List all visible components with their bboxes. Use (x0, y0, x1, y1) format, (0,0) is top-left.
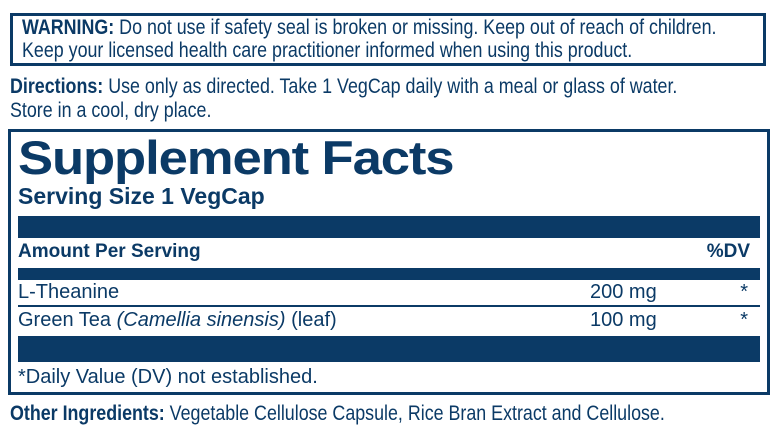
ingredient-name: L-Theanine (18, 281, 590, 304)
other-ingredients-text: Other Ingredients: Vegetable Cellulose C… (10, 402, 766, 426)
ingredient-name-text: L-Theanine (18, 281, 120, 303)
warning-text: WARNING: Do not use if safety seal is br… (22, 16, 754, 62)
other-ingredients-block: Other Ingredients: Vegetable Cellulose C… (10, 402, 766, 426)
supplement-label: WARNING: Do not use if safety seal is br… (0, 13, 774, 444)
warning-body: Do not use if safety seal is broken or m… (22, 16, 717, 62)
ingredient-dv: * (740, 309, 748, 331)
directions-block: Directions: Use only as directed. Take 1… (10, 75, 766, 123)
ingredient-name-latin: (Camellia sinensis) (116, 309, 286, 331)
directions-text: Directions: Use only as directed. Take 1… (10, 75, 766, 123)
table-row: L-Theanine 200 mg * (18, 280, 760, 307)
divider-bar-top (18, 216, 760, 238)
dv-header: %DV (706, 241, 750, 262)
dv-footnote: *Daily Value (DV) not established. (18, 366, 318, 388)
serving-size: Serving Size 1 VegCap (18, 183, 265, 209)
warning-box: WARNING: Do not use if safety seal is br… (10, 13, 766, 66)
directions-body: Use only as directed. Take 1 VegCap dail… (10, 75, 678, 122)
warning-label: WARNING: (22, 16, 115, 39)
ingredient-name-suffix: (leaf) (285, 309, 337, 331)
divider-bar-header (18, 268, 760, 280)
amount-per-serving-header: Amount Per Serving (18, 241, 201, 262)
other-ingredients-body: Vegetable Cellulose Capsule, Rice Bran E… (164, 402, 665, 425)
panel-title: Supplement Facts (18, 131, 455, 184)
supplement-facts-panel: Supplement Facts Serving Size 1 VegCap A… (8, 129, 770, 395)
ingredient-name-text: Green Tea (18, 309, 117, 331)
divider-bar-bottom (18, 336, 760, 362)
other-ingredients-label: Other Ingredients: (10, 402, 165, 425)
table-header-row: Amount Per Serving %DV (18, 238, 760, 266)
ingredient-dv: * (740, 281, 748, 303)
table-row: Green Tea (Camellia sinensis) (leaf) 100… (18, 307, 760, 334)
ingredient-amount: 200 mg (590, 281, 657, 303)
ingredient-amount: 100 mg (590, 309, 657, 331)
directions-label: Directions: (10, 75, 104, 98)
ingredient-name: Green Tea (Camellia sinensis) (leaf) (18, 309, 590, 332)
